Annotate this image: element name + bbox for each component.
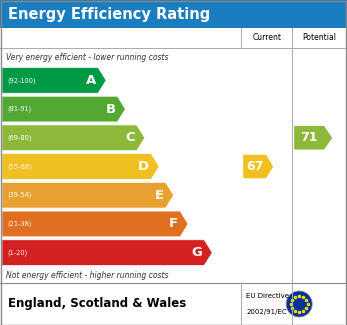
- Text: Energy Efficiency Rating: Energy Efficiency Rating: [8, 6, 210, 21]
- Text: (81-91): (81-91): [7, 106, 31, 112]
- Text: Very energy efficient - lower running costs: Very energy efficient - lower running co…: [6, 53, 169, 61]
- Polygon shape: [294, 126, 332, 150]
- Polygon shape: [2, 68, 106, 93]
- Text: D: D: [138, 160, 149, 173]
- Text: E: E: [154, 189, 164, 202]
- Text: B: B: [105, 103, 116, 116]
- Text: England, Scotland & Wales: England, Scotland & Wales: [8, 297, 186, 310]
- Polygon shape: [2, 240, 212, 266]
- Text: Current: Current: [252, 33, 281, 43]
- Bar: [0, 0, 347, 28]
- Text: (39-54): (39-54): [7, 192, 31, 199]
- Polygon shape: [243, 155, 273, 178]
- Polygon shape: [2, 96, 125, 122]
- Text: C: C: [125, 131, 135, 144]
- Text: (1-20): (1-20): [7, 249, 27, 256]
- Polygon shape: [2, 154, 159, 179]
- Text: 71: 71: [301, 131, 318, 144]
- Text: (69-80): (69-80): [7, 135, 32, 141]
- Text: A: A: [86, 74, 96, 87]
- Text: (21-38): (21-38): [7, 221, 31, 227]
- Text: Not energy efficient - higher running costs: Not energy efficient - higher running co…: [6, 270, 169, 280]
- Polygon shape: [2, 182, 174, 208]
- Text: EU Directive: EU Directive: [246, 293, 289, 299]
- Text: G: G: [191, 246, 202, 259]
- Circle shape: [286, 291, 312, 317]
- Polygon shape: [2, 125, 145, 151]
- Text: (92-100): (92-100): [7, 77, 36, 84]
- Text: 67: 67: [246, 160, 263, 173]
- Text: (55-68): (55-68): [7, 163, 32, 170]
- Polygon shape: [2, 211, 188, 237]
- Text: Potential: Potential: [303, 33, 337, 43]
- Text: F: F: [169, 217, 178, 230]
- Text: 2002/91/EC: 2002/91/EC: [246, 309, 287, 315]
